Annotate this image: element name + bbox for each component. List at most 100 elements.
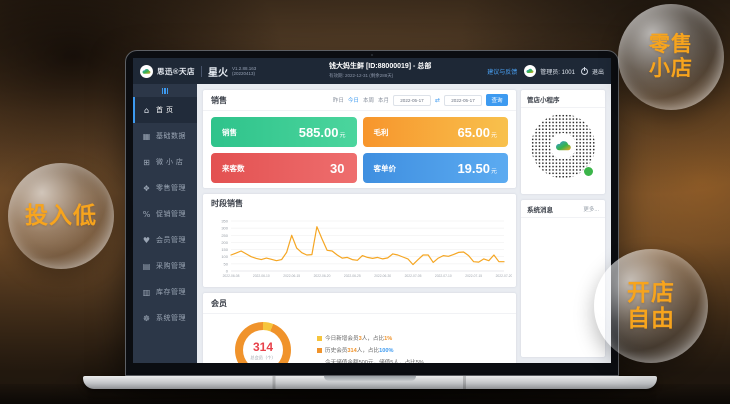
filter-month[interactable]: 本月 — [377, 98, 389, 104]
topbar-divider — [201, 65, 203, 77]
sidebar-item-system[interactable]: ☸ 系统管理 — [142, 313, 186, 323]
stored-value-note: 今天储值金额500元，储值5人，占比5% — [325, 360, 424, 363]
query-button[interactable]: 查询 — [486, 94, 508, 106]
kpi-cards: 销售 585.00元 毛利 65.00元 来客数 30 客单价 — [203, 111, 516, 189]
sales-panel: 销售 昨日 今日 本周 本月 2022-05-17 ⇄ 2022-05-17 查… — [203, 90, 516, 188]
badge-retail-store: 零售 小店 — [618, 4, 724, 110]
legend-swatch-new — [317, 335, 322, 341]
sidebar-item-retail[interactable]: ❖ 零售管理 — [142, 183, 186, 193]
cart-icon: ▤ — [142, 261, 151, 271]
sidebar: ⌂ 首 页 ▦ 基础数据 ⊞ 微 小 店 ❖ 零售管理 % 促销管理 ♥ 会员管… — [133, 84, 197, 363]
svg-text:2022-06-20: 2022-06-20 — [314, 274, 331, 278]
kpi-card-profit: 毛利 65.00元 — [362, 117, 508, 147]
sidebar-item-base-data[interactable]: ▦ 基础数据 — [142, 131, 186, 141]
mini-program-title: 管店小程序 — [527, 96, 560, 104]
system-messages-title: 系统消息 — [527, 206, 553, 214]
version-number: V1.2.88.163 — [232, 65, 257, 71]
store-title: 钱大妈生鲜 [ID:88000019] - 总部 — [329, 63, 432, 70]
dashboard-screen: 思迅®天店 星火 V1.2.88.163 (20220413) 钱大妈生鲜 [I… — [133, 58, 611, 363]
kpi-card-sales: 销售 585.00元 — [211, 117, 357, 147]
user-avatar[interactable] — [524, 65, 537, 77]
kpi-card-avg-ticket: 客单价 19.50元 — [362, 153, 508, 183]
filter-today[interactable]: 今日 — [347, 98, 359, 104]
date-to-input[interactable]: 2022-05-17 — [444, 94, 482, 106]
main-content: 销售 昨日 今日 本周 本月 2022-05-17 ⇄ 2022-05-17 查… — [197, 84, 611, 363]
badge-open-freely: 开店 自由 — [594, 249, 708, 363]
laptop-base-notch — [324, 376, 416, 381]
filter-week[interactable]: 本周 — [362, 98, 374, 104]
chart-icon: ▦ — [142, 131, 151, 141]
member-title: 会员 — [211, 298, 227, 308]
svg-text:2022-07-20: 2022-07-20 — [496, 274, 512, 278]
svg-text:0: 0 — [226, 269, 229, 274]
sidebar-item-promotion[interactable]: % 促销管理 — [142, 209, 186, 219]
svg-text:2022-07-10: 2022-07-10 — [435, 274, 452, 278]
qr-center-logo-icon — [550, 133, 576, 159]
box-icon: ▥ — [142, 287, 151, 297]
date-swap-icon: ⇄ — [434, 97, 440, 104]
tag-icon: ❖ — [142, 183, 151, 193]
sidebar-item-home[interactable]: ⌂ 首 页 — [133, 97, 197, 123]
member-total: 314 — [252, 339, 274, 354]
mini-program-panel: 管店小程序 — [521, 90, 605, 194]
home-icon: ⌂ — [143, 105, 150, 115]
member-legend: 今日新增会员3人，占比1% 历史会员314人，占比100% 今天储值金额500元… — [317, 334, 424, 363]
build-number: (20220413) — [232, 71, 256, 76]
svg-text:2022-06-08: 2022-06-08 — [223, 274, 240, 278]
percent-icon: % — [142, 209, 151, 219]
sidebar-item-member[interactable]: ♥ 会员管理 — [142, 235, 186, 245]
svg-text:2022-06-10: 2022-06-10 — [253, 274, 270, 278]
wechat-badge-icon — [583, 166, 594, 177]
legend-new-members: 今日新增会员3人，占比1% — [317, 334, 424, 342]
mini-program-qr-code — [531, 114, 595, 178]
svg-text:200: 200 — [221, 240, 228, 245]
date-from-input[interactable]: 2022-05-17 — [392, 94, 431, 106]
brand-name: 思迅®天店 — [157, 66, 196, 76]
svg-text:2022-06-30: 2022-06-30 — [374, 274, 391, 278]
logout-button[interactable]: 退出 — [591, 69, 604, 76]
badge-low-investment: 投入低 — [8, 163, 114, 269]
sales-line-chart: 0 50 100 150 200 250 300 350 2022-06-08 2022-06-1… — [221, 219, 512, 279]
svg-text:2022-07-05: 2022-07-05 — [405, 274, 422, 278]
store-validity: 有效期: 2022-12-31 (剩余288天) — [329, 72, 394, 78]
svg-text:50: 50 — [224, 261, 229, 266]
sidebar-collapse-icon[interactable] — [133, 84, 197, 97]
sidebar-item-purchase[interactable]: ▤ 采购管理 — [142, 261, 186, 271]
hourly-sales-title: 时段销售 — [211, 199, 243, 208]
store-info: 钱大妈生鲜 [ID:88000019] - 总部 有效期: 2022-12-31… — [329, 61, 431, 79]
legend-history-members: 历史会员314人，占比100% — [317, 346, 424, 354]
system-messages-panel: 系统消息 更多... — [521, 200, 605, 357]
laptop-base — [83, 376, 657, 389]
legend-swatch-history — [317, 347, 322, 353]
svg-text:350: 350 — [221, 219, 228, 224]
sidebar-item-micro-store[interactable]: ⊞ 微 小 店 — [143, 157, 184, 167]
svg-text:2022-06-25: 2022-06-25 — [344, 274, 361, 278]
store-icon: ⊞ — [143, 157, 150, 167]
app-topbar: 思迅®天店 星火 V1.2.88.163 (20220413) 钱大妈生鲜 [I… — [133, 58, 611, 84]
svg-text:300: 300 — [221, 226, 228, 231]
power-icon[interactable] — [580, 66, 588, 75]
member-panel: 会员 314 总会员（个） — [203, 293, 516, 363]
product-name: 星火 — [208, 67, 229, 79]
background-shelf — [0, 384, 730, 404]
gear-icon: ☸ — [142, 313, 151, 323]
kpi-card-customers: 来客数 30 — [211, 153, 357, 183]
sales-title: 销售 — [211, 95, 227, 105]
svg-text:2022-06-15: 2022-06-15 — [283, 274, 300, 278]
more-link[interactable]: 更多... — [583, 206, 599, 213]
member-total-label: 总会员（个） — [250, 354, 276, 360]
filter-yesterday[interactable]: 昨日 — [332, 98, 344, 104]
feedback-link[interactable]: 建议与反馈 — [487, 69, 518, 76]
sidebar-item-inventory[interactable]: ▥ 库存管理 — [142, 287, 186, 297]
svg-text:250: 250 — [221, 233, 228, 238]
date-filters: 昨日 今日 本周 本月 2022-05-17 ⇄ 2022-05-17 查询 — [333, 94, 508, 106]
svg-text:150: 150 — [221, 247, 228, 252]
svg-text:100: 100 — [221, 254, 228, 259]
user-label: 管理员: 1001 — [540, 69, 575, 76]
laptop-screen-bezel: 思迅®天店 星火 V1.2.88.163 (20220413) 钱大妈生鲜 [I… — [125, 50, 619, 376]
member-donut-chart: 314 总会员（个） — [235, 322, 291, 363]
brand-logo-icon — [140, 64, 153, 78]
version-text: V1.2.88.163 (20220413) — [232, 66, 256, 77]
svg-text:2022-07-15: 2022-07-15 — [465, 274, 482, 278]
webcam-dot — [371, 54, 373, 56]
